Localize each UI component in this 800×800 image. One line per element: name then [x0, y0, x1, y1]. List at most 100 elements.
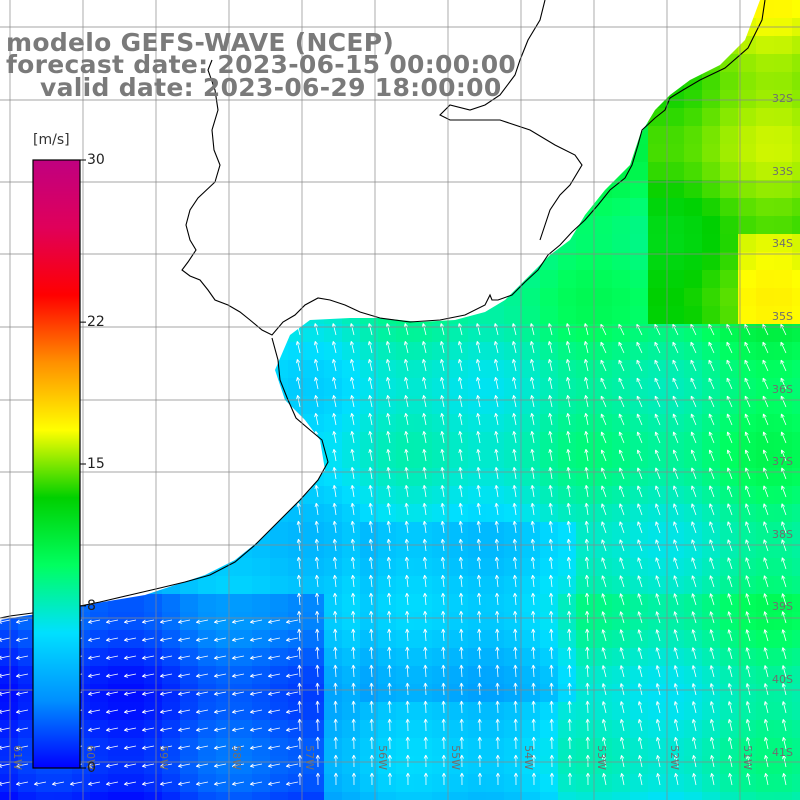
wind-arrow	[296, 359, 301, 372]
wind-arrow	[674, 737, 679, 750]
wind-speed-cell	[702, 90, 721, 109]
wind-arrow	[351, 646, 356, 660]
wind-speed-cell	[612, 576, 631, 595]
wind-speed-cell	[666, 270, 685, 289]
wind-arrow	[764, 755, 769, 768]
wind-arrow	[440, 359, 445, 372]
wind-speed-cell	[756, 720, 775, 739]
wind-speed-cell	[468, 378, 487, 397]
wind-speed-cell	[612, 324, 631, 343]
wind-speed-cell	[108, 792, 127, 800]
wind-speed-cell	[270, 540, 289, 559]
wind-speed-cell	[756, 684, 775, 703]
wind-speed-cell	[144, 612, 163, 631]
wind-speed-cell	[198, 738, 217, 757]
wind-speed-cell	[342, 648, 361, 667]
wind-arrow	[726, 467, 733, 480]
wind-arrow	[709, 575, 715, 588]
wind-speed-cell	[702, 792, 721, 800]
wind-arrow	[159, 745, 173, 750]
wind-speed-cell	[630, 540, 649, 559]
wind-arrow	[141, 637, 155, 642]
wind-speed-cell	[558, 504, 577, 523]
wind-speed-cell	[360, 468, 379, 487]
wind-speed-cell	[378, 486, 397, 505]
wind-speed-cell	[504, 702, 523, 721]
wind-arrow	[548, 484, 553, 498]
wind-speed-cell	[504, 756, 523, 775]
wind-speed-cell	[630, 468, 649, 487]
wind-arrow	[512, 412, 517, 426]
wind-speed-cell	[576, 306, 595, 325]
wind-speed-cell	[630, 486, 649, 505]
wind-speed-cell	[630, 576, 649, 595]
wind-speed-cell	[774, 522, 793, 541]
wind-speed-cell	[702, 522, 721, 541]
wind-speed-cell	[414, 378, 433, 397]
wind-arrow	[459, 610, 464, 624]
wind-speed-cell	[594, 468, 613, 487]
wind-arrow	[619, 629, 625, 642]
wind-arrow	[566, 466, 571, 480]
wind-arrow	[654, 377, 661, 390]
wind-speed-cell	[0, 684, 19, 703]
wind-arrow	[387, 754, 392, 768]
wind-speed-cell	[684, 324, 703, 343]
wind-speed-cell	[342, 792, 361, 800]
wind-speed-cell	[486, 414, 505, 433]
wind-speed-cell	[666, 324, 685, 343]
wind-speed-cell	[720, 432, 739, 451]
wind-speed-cell	[774, 180, 793, 199]
wind-speed-cell	[180, 702, 199, 721]
wind-speed-cell	[252, 558, 271, 577]
wind-speed-cell	[594, 198, 613, 217]
wind-speed-cell	[396, 432, 415, 451]
wind-speed-cell	[630, 360, 649, 379]
wind-arrow	[655, 593, 661, 606]
wind-speed-cell	[468, 576, 487, 595]
wind-speed-cell	[90, 756, 109, 775]
wind-speed-cell	[252, 684, 271, 703]
wind-speed-cell	[216, 720, 235, 739]
wind-arrow	[195, 655, 209, 660]
wind-speed-cell	[702, 540, 721, 559]
wind-speed-cell	[702, 504, 721, 523]
wind-speed-cell	[558, 738, 577, 757]
wind-arrow	[780, 359, 787, 372]
wind-arrow	[123, 673, 137, 678]
wind-speed-cell	[558, 594, 577, 613]
wind-arrow	[709, 521, 715, 534]
wind-speed-cell	[216, 576, 235, 595]
wind-speed-cell	[468, 594, 487, 613]
wind-speed-cell	[756, 540, 775, 559]
wind-speed-cell	[738, 342, 757, 361]
wind-arrow	[494, 556, 500, 570]
wind-speed-cell	[648, 306, 667, 325]
wind-speed-cell	[702, 270, 721, 289]
wind-speed-cell	[486, 468, 505, 487]
wind-arrow	[584, 574, 590, 588]
wind-arrow	[512, 556, 518, 570]
wind-arrow	[476, 556, 482, 570]
wind-arrow	[369, 646, 374, 660]
wind-speed-cell	[90, 648, 109, 667]
wind-arrow	[404, 395, 409, 408]
wind-speed-cell	[630, 594, 649, 613]
wind-speed-cell	[612, 774, 631, 793]
wind-arrow	[441, 610, 446, 624]
wind-speed-cell	[630, 738, 649, 757]
wind-speed-cell	[684, 450, 703, 469]
wind-arrow	[476, 574, 482, 588]
wind-arrow	[565, 341, 571, 354]
wind-arrow	[781, 521, 787, 534]
wind-arrow	[495, 682, 500, 696]
wind-speed-cell	[504, 342, 523, 361]
wind-arrow	[476, 520, 481, 534]
wind-arrow	[708, 467, 715, 480]
wind-arrow	[672, 413, 679, 426]
wind-speed-cell	[342, 720, 361, 739]
wind-arrow	[567, 628, 572, 642]
wind-speed-cell	[738, 324, 757, 343]
wind-speed-cell	[198, 702, 217, 721]
wind-speed-cell	[594, 558, 613, 577]
